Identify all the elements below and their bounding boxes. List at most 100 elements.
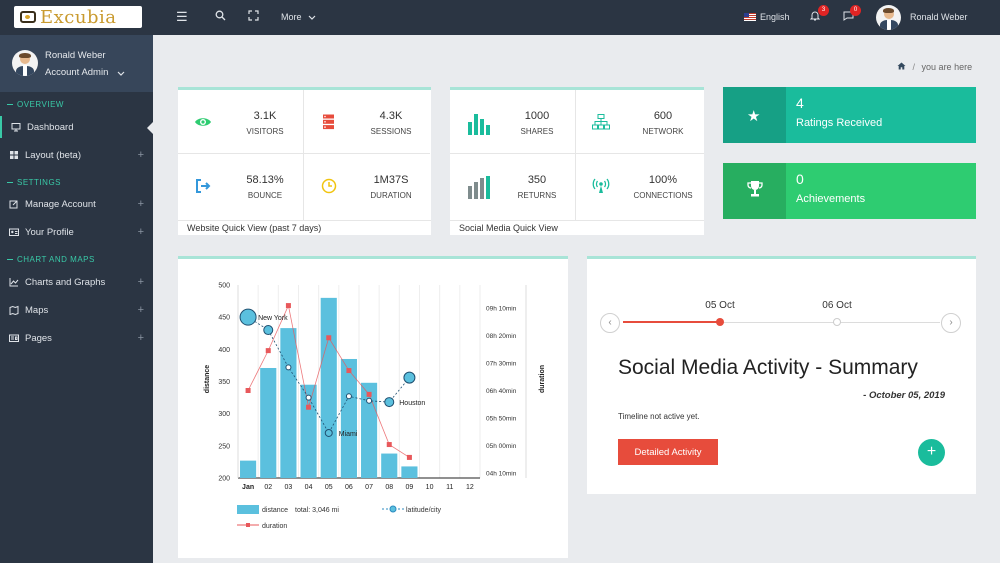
plus-icon[interactable]: +	[137, 226, 144, 238]
detailed-activity-button[interactable]: Detailed Activity	[618, 439, 718, 465]
sidebar-user-role[interactable]: Account Admin	[45, 67, 109, 78]
hamburger-menu-icon[interactable]: ☰	[176, 9, 188, 24]
stat-shares[interactable]: 1000 SHARES	[450, 90, 576, 154]
y-tick-label: 250	[218, 443, 230, 450]
sidebar-user-panel[interactable]: Ronald Weber Account Admin	[0, 35, 153, 92]
kpi-value: 0	[796, 171, 804, 187]
timeline-next-button[interactable]: ›	[941, 313, 961, 333]
search-icon[interactable]	[215, 10, 226, 24]
topbar-user-name[interactable]: Ronald Weber	[910, 12, 968, 22]
kpi-label: Achievements	[796, 193, 866, 205]
x-tick-label: 02	[264, 484, 272, 491]
sitemap-icon	[592, 114, 610, 130]
section-overview: OVERVIEW	[7, 100, 64, 109]
stat-value: 600	[653, 110, 673, 122]
y2-tick-label: 07h 30min	[486, 361, 517, 368]
plus-icon[interactable]: +	[137, 304, 144, 316]
stat-network[interactable]: 600 NETWORK	[576, 90, 704, 154]
monitor-icon	[11, 122, 21, 132]
stat-label: RETURNS	[517, 191, 557, 200]
fullscreen-icon[interactable]	[248, 10, 259, 24]
stat-label: SHARES	[520, 127, 554, 136]
sidebar-user-name: Ronald Weber	[45, 50, 106, 61]
sidebar-item-maps[interactable]: Maps +	[0, 299, 153, 321]
stat-visitors[interactable]: 3.1K VISITORS	[178, 90, 304, 154]
top-bar: Excubia ☰ More English 3 0 Ronald Weber	[0, 0, 1000, 35]
server-icon	[320, 114, 338, 130]
chevron-down-icon[interactable]	[117, 69, 125, 80]
timeline-dot[interactable]	[833, 318, 841, 326]
duration-marker	[366, 391, 372, 397]
timeline-dot-active[interactable]	[716, 318, 724, 326]
sidebar-item-manage-account[interactable]: Manage Account +	[0, 193, 153, 215]
stat-label: VISITORS	[246, 127, 284, 136]
logo[interactable]: Excubia	[14, 6, 142, 28]
timeline-prev-button[interactable]: ‹	[600, 313, 620, 333]
x-tick-label: 06	[345, 484, 353, 491]
x-tick-label: 09	[406, 484, 414, 491]
timeline-panel: ‹ › 05 Oct 06 Oct Social Media Activity …	[587, 256, 976, 494]
y2-tick-label: 05h 00min	[486, 443, 517, 450]
line-chart-icon	[9, 277, 19, 287]
legend-duration: duration	[262, 523, 287, 530]
sidebar-item-layout[interactable]: Layout (beta) +	[0, 144, 153, 166]
duration-marker	[306, 404, 312, 410]
sidebar-item-charts[interactable]: Charts and Graphs +	[0, 271, 153, 293]
combo-chart[interactable]: 500 450 400 350 300 250 200 09h 10min 08h 20min…	[178, 259, 568, 558]
y-tick-label: 500	[218, 283, 230, 290]
x-tick-label: 03	[285, 484, 293, 491]
y2-tick-label: 08h 20min	[486, 333, 517, 340]
plus-icon[interactable]: +	[137, 276, 144, 288]
avatar[interactable]	[876, 5, 901, 30]
kpi-ratings-received[interactable]: ★ 4 Ratings Received	[723, 87, 976, 143]
timeline-date-2[interactable]: 06 Oct	[822, 300, 852, 311]
latitude-marker	[263, 325, 274, 336]
stat-label: DURATION	[370, 191, 412, 200]
plus-icon[interactable]: +	[137, 198, 144, 210]
bar	[340, 358, 357, 478]
duration-marker	[326, 335, 332, 341]
timeline-date: - October 05, 2019	[863, 390, 945, 401]
latitude-marker	[403, 371, 416, 384]
chevron-down-icon[interactable]	[308, 11, 316, 25]
legend-latitude: latitude/city	[406, 507, 442, 514]
pages-icon	[9, 333, 19, 343]
more-menu[interactable]: More	[281, 12, 302, 22]
sidebar-item-label: Dashboard	[27, 121, 74, 133]
sidebar-item-dashboard[interactable]: Dashboard	[0, 116, 153, 138]
map-icon	[9, 305, 19, 316]
language-selector[interactable]: English	[760, 12, 790, 22]
city-label: Miami	[339, 431, 358, 438]
sidebar-item-profile[interactable]: Your Profile +	[0, 221, 153, 243]
latitude-marker	[239, 308, 257, 326]
add-button[interactable]: +	[918, 439, 945, 466]
home-icon[interactable]	[897, 62, 906, 72]
y-tick-label: 400	[218, 347, 230, 354]
stat-returns[interactable]: 350 RETURNS	[450, 154, 576, 220]
bar	[280, 328, 297, 478]
legend-distance-total: total: 3,046 mi	[295, 507, 339, 514]
stat-sessions[interactable]: 4.3K SESSIONS	[304, 90, 430, 154]
timeline-date-1[interactable]: 05 Oct	[705, 300, 735, 311]
plus-icon[interactable]: +	[137, 332, 144, 344]
bar	[240, 460, 257, 478]
kpi-achievements[interactable]: 0 Achievements	[723, 163, 976, 219]
sidebar-item-pages[interactable]: Pages +	[0, 327, 153, 349]
sidebar-item-label: Your Profile	[25, 226, 74, 238]
stat-value: 1000	[524, 110, 550, 122]
stat-duration[interactable]: 1M37S DURATION	[304, 154, 430, 220]
timeline-note: Timeline not active yet.	[618, 412, 700, 421]
latitude-marker	[324, 428, 333, 437]
plus-icon[interactable]: +	[137, 149, 144, 161]
y2-axis-label: duration	[539, 365, 546, 393]
bell-icon[interactable]	[809, 10, 821, 24]
stat-label: BOUNCE	[247, 191, 283, 200]
us-flag-icon	[744, 13, 756, 21]
sidebar-item-label: Pages	[25, 332, 52, 344]
bar	[361, 382, 378, 478]
stat-connections[interactable]: 100% CONNECTIONS	[576, 154, 704, 220]
stat-value: 100%	[648, 174, 678, 186]
stat-label: NETWORK	[642, 127, 684, 136]
stat-bounce[interactable]: 58.13% BOUNCE	[178, 154, 304, 220]
bar-chart-icon	[467, 110, 490, 135]
